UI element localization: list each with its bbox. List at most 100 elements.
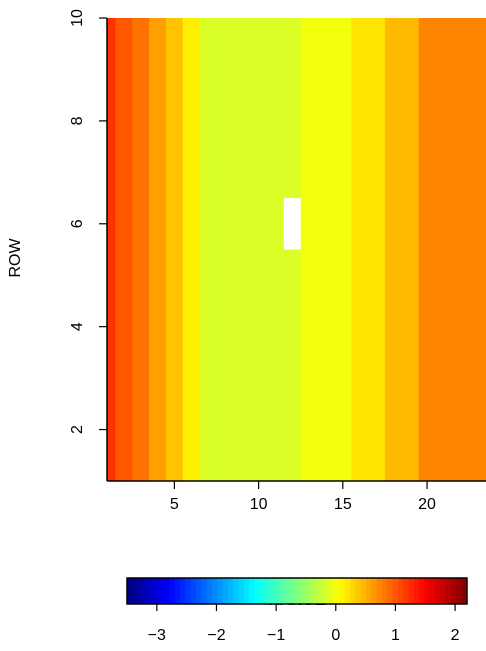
colorbar-segment xyxy=(318,578,325,604)
colorbar-segment xyxy=(366,578,372,604)
heatmap-column-6 xyxy=(182,18,201,481)
colorbar-segment xyxy=(164,578,170,604)
heatmap-column-2 xyxy=(115,18,133,481)
colorbar-segment xyxy=(382,578,388,604)
colorbar-segment xyxy=(142,578,149,604)
heatmap-column-14 xyxy=(317,18,335,481)
x-tick-label: 10 xyxy=(250,496,268,513)
colorbar-tick-label: 0 xyxy=(331,627,340,644)
colorbar-segment xyxy=(328,578,335,604)
colorbar-segment xyxy=(158,578,165,604)
heatmap-cells xyxy=(107,18,486,481)
colorbar-segment xyxy=(233,578,240,604)
missing-cells xyxy=(283,198,301,250)
colorbar-segment xyxy=(387,578,394,604)
colorbar-segment xyxy=(281,578,287,604)
colorbar-segment xyxy=(217,578,224,604)
x-tick-label: 5 xyxy=(170,496,179,513)
colorbar-segment xyxy=(132,578,139,604)
heatmap-column-15 xyxy=(334,18,352,481)
colorbar-segment xyxy=(360,578,367,604)
colorbar-segment xyxy=(371,578,378,604)
x-tick-label: 20 xyxy=(418,496,436,513)
x-axis-ticks: 5 10 15 20 xyxy=(170,481,436,513)
colorbar-segment xyxy=(456,578,463,604)
colorbar-tick-label: −2 xyxy=(207,627,225,644)
colorbar-segment xyxy=(153,578,160,604)
colorbar-segment xyxy=(451,578,457,604)
colorbar-segment xyxy=(190,578,197,604)
colorbar-segment xyxy=(376,578,383,604)
heatmap-column-11 xyxy=(267,18,285,481)
colorbar-segment xyxy=(435,578,441,604)
colorbar-segment xyxy=(413,578,420,604)
colorbar-segment xyxy=(408,578,415,604)
y-tick-label: 4 xyxy=(69,322,86,331)
colorbar-segment xyxy=(307,578,314,604)
heatmap-column-22 xyxy=(452,18,470,481)
colorbar-segment xyxy=(174,578,181,604)
colorbar-segment xyxy=(243,578,250,604)
colorbar-segment xyxy=(227,578,234,604)
colorbar-segment xyxy=(201,578,208,604)
colorbar-segment xyxy=(196,578,202,604)
y-axis-title: ROW xyxy=(7,238,24,278)
y-tick-label: 2 xyxy=(69,425,86,434)
colorbar-tick-label: −3 xyxy=(148,627,166,644)
colorbar-segment xyxy=(350,578,356,604)
colorbar-segment xyxy=(461,578,468,604)
colorbar-segment xyxy=(286,578,293,604)
colorbar-segment xyxy=(212,578,218,604)
colorbar-segment xyxy=(344,578,351,604)
colorbar-segment xyxy=(445,578,452,604)
heatmap-column-13 xyxy=(300,18,319,481)
colorbar-segment xyxy=(339,578,346,604)
colorbar-segment xyxy=(169,578,176,604)
heatmap-column-5 xyxy=(165,18,184,481)
colorbar xyxy=(126,577,468,605)
heatmap-column-19 xyxy=(401,18,420,481)
heatmap-column-23 xyxy=(469,18,486,481)
colorbar-segment xyxy=(265,578,271,604)
colorbar-segment xyxy=(440,578,447,604)
colorbar-segment xyxy=(270,578,277,604)
colorbar-segment xyxy=(355,578,362,604)
colorbar-segment xyxy=(397,578,404,604)
colorbar-segment xyxy=(222,578,229,604)
heatmap-column-18 xyxy=(384,18,403,481)
colorbar-segment xyxy=(185,578,192,604)
colorbar-segment xyxy=(302,578,309,604)
colorbar-tick-label: −1 xyxy=(267,627,285,644)
colorbar-tick-label: 1 xyxy=(391,627,400,644)
colorbar-segment xyxy=(323,578,330,604)
colorbar-segment xyxy=(429,578,436,604)
heatmap-column-3 xyxy=(132,18,150,481)
y-tick-label: 10 xyxy=(69,9,86,27)
colorbar-ticks: −3 −2 −1 0 1 2 xyxy=(148,604,460,644)
y-tick-label: 8 xyxy=(69,116,86,125)
colorbar-segment xyxy=(238,578,245,604)
colorbar-segment xyxy=(403,578,410,604)
colorbar-segment xyxy=(334,578,340,604)
heatmap-column-1 xyxy=(107,18,117,481)
colorbar-segment xyxy=(137,578,144,604)
heatmap-column-16 xyxy=(351,18,369,481)
heatmap-column-20 xyxy=(418,18,437,481)
heatmap-column-17 xyxy=(368,18,386,481)
colorbar-segment xyxy=(127,578,133,604)
heatmap-column-21 xyxy=(435,18,453,481)
colorbar-segment xyxy=(275,578,282,604)
y-tick-label: 6 xyxy=(69,219,86,228)
y-axis-ticks: 2 4 6 8 10 xyxy=(69,9,107,434)
heatmap-column-9 xyxy=(233,18,251,481)
colorbar-segment xyxy=(424,578,431,604)
heatmap-column-4 xyxy=(149,18,167,481)
heatmap-column-7 xyxy=(199,18,218,481)
colorbar-segment xyxy=(254,578,261,604)
colorbar-frame xyxy=(126,577,468,605)
colorbar-segment xyxy=(249,578,255,604)
colorbar-segment xyxy=(291,578,298,604)
colorbar-tick-label: 2 xyxy=(451,627,460,644)
colorbar-segment xyxy=(148,578,155,604)
